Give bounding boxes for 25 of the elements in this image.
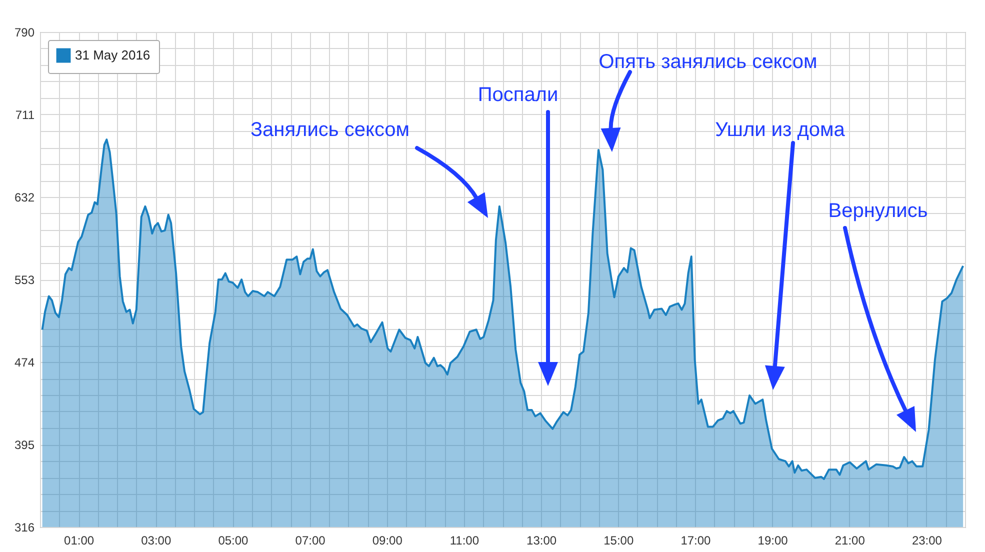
y-tick-label: 474 (14, 356, 35, 370)
y-tick-label: 395 (14, 438, 35, 452)
y-tick-label: 316 (14, 520, 35, 534)
annotation: Опять занялись сексом (598, 51, 818, 73)
legend-label: 31 May 2016 (75, 48, 150, 62)
x-tick-label: 19:00 (758, 534, 788, 548)
y-tick-label: 790 (14, 26, 35, 40)
x-tick-label: 01:00 (64, 534, 94, 548)
x-tick-label: 09:00 (372, 534, 403, 548)
x-tick-label: 17:00 (680, 534, 712, 548)
x-tick-label: 15:00 (604, 534, 634, 548)
y-tick-label: 632 (14, 190, 35, 204)
y-tick-label: 711 (15, 108, 35, 122)
x-tick-label: 11:00 (450, 534, 480, 548)
x-tick-label: 07:00 (295, 534, 326, 548)
annotation: Занялись сексом (250, 119, 410, 141)
annotation: Поспали (478, 84, 558, 106)
x-tick-label: 03:00 (141, 534, 172, 548)
x-tick-label: 05:00 (218, 534, 249, 548)
annotation: Вернулись (828, 200, 928, 222)
y-tick-label: 553 (14, 273, 35, 287)
x-tick-label: 21:00 (834, 534, 866, 548)
annotation: Ушли из дома (715, 119, 846, 141)
x-tick-label: 23:00 (912, 534, 942, 548)
x-tick-label: 13:00 (526, 534, 557, 548)
